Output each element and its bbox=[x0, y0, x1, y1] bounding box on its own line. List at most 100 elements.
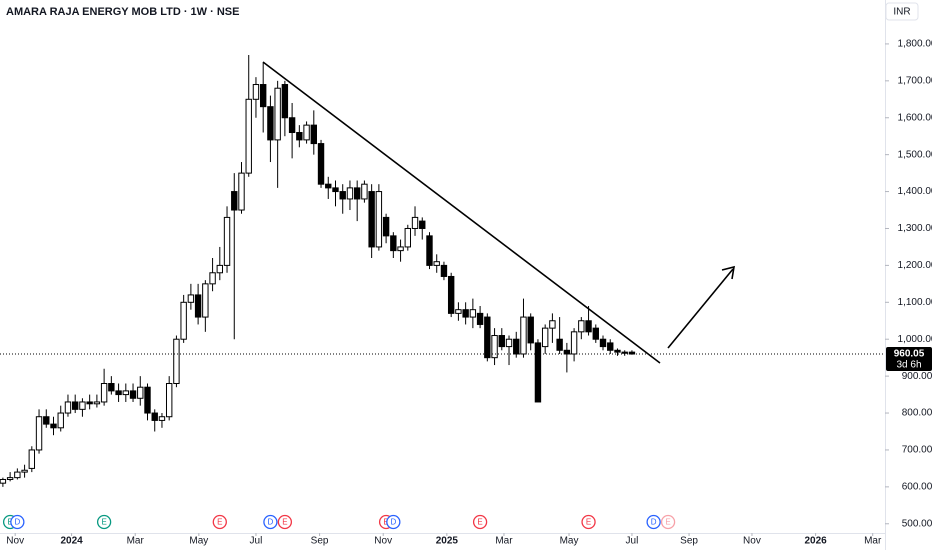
candle-body bbox=[100, 383, 108, 403]
event-label[interactable]: E bbox=[101, 518, 106, 527]
candle-body bbox=[64, 401, 72, 414]
event-marker[interactable]: E bbox=[212, 514, 227, 530]
event-badge[interactable] bbox=[96, 514, 112, 530]
event-badge[interactable] bbox=[10, 514, 25, 530]
event-badge[interactable] bbox=[660, 514, 676, 530]
event-label[interactable]: E bbox=[282, 518, 287, 527]
candle-body bbox=[79, 401, 86, 410]
event-marker[interactable]: E bbox=[472, 514, 488, 530]
event-label[interactable]: D bbox=[268, 518, 274, 527]
y-tick-label: 700.00 bbox=[902, 445, 932, 456]
event-label[interactable]: E bbox=[586, 518, 591, 527]
countdown-label: 3d 6h bbox=[896, 360, 921, 371]
event-marker[interactable]: E bbox=[581, 514, 596, 530]
event-marker[interactable]: E bbox=[660, 514, 676, 530]
candle bbox=[303, 121, 310, 144]
candle-body bbox=[274, 87, 281, 141]
x-tick-label: Mar bbox=[864, 536, 882, 547]
candle bbox=[368, 184, 375, 259]
candle-body bbox=[28, 449, 36, 469]
candle-body bbox=[505, 338, 513, 348]
event-marker[interactable]: D bbox=[263, 514, 278, 530]
event-badge[interactable] bbox=[277, 514, 293, 530]
candle-body bbox=[180, 301, 187, 340]
event-marker[interactable]: E bbox=[277, 514, 293, 530]
candle-body bbox=[563, 349, 571, 355]
event-label[interactable]: E bbox=[217, 518, 222, 527]
candle bbox=[491, 328, 498, 366]
candle-body bbox=[209, 272, 216, 285]
event-marker[interactable]: D bbox=[386, 514, 401, 530]
y-tick-label: 1,600.00 bbox=[898, 112, 932, 123]
event-marker[interactable]: E bbox=[96, 514, 112, 530]
candle bbox=[35, 409, 43, 454]
candle-body bbox=[498, 335, 505, 348]
candle bbox=[108, 376, 115, 395]
event-label[interactable]: E bbox=[665, 518, 670, 527]
candle bbox=[325, 176, 332, 199]
event-label[interactable]: E bbox=[383, 518, 388, 527]
x-tick-label: May bbox=[560, 536, 579, 547]
candle-body bbox=[165, 383, 173, 418]
candle-body bbox=[43, 416, 50, 425]
candle bbox=[570, 328, 578, 362]
candle-body bbox=[361, 183, 368, 200]
candle-body bbox=[469, 309, 477, 318]
event-marker[interactable]: D bbox=[646, 514, 661, 530]
candle-body bbox=[476, 312, 484, 325]
candle-body bbox=[527, 316, 534, 344]
y-tick-label: 500.00 bbox=[902, 518, 932, 529]
candle-body bbox=[50, 423, 57, 429]
candle bbox=[585, 305, 592, 336]
candle-body bbox=[549, 320, 556, 329]
candle-body bbox=[158, 416, 166, 421]
candle bbox=[223, 206, 231, 273]
candle-body bbox=[93, 401, 101, 405]
currency-label[interactable]: INR bbox=[893, 7, 910, 18]
event-label[interactable]: D bbox=[14, 518, 20, 527]
event-marker[interactable]: D bbox=[10, 514, 25, 530]
event-badge[interactable] bbox=[386, 514, 401, 530]
event-badge[interactable] bbox=[472, 514, 488, 530]
candle-body bbox=[0, 478, 7, 484]
candle bbox=[274, 80, 281, 188]
candle bbox=[115, 383, 122, 402]
event-badge[interactable] bbox=[212, 514, 227, 530]
event-label[interactable]: D bbox=[651, 518, 657, 527]
candle bbox=[202, 280, 209, 332]
candle-body bbox=[296, 132, 303, 141]
x-tick-label: Nov bbox=[6, 536, 24, 547]
candle bbox=[404, 224, 411, 251]
candle bbox=[361, 180, 368, 203]
candle-body bbox=[426, 235, 433, 266]
candle-body bbox=[252, 84, 260, 100]
event-label[interactable]: D bbox=[390, 518, 396, 527]
event-label[interactable]: E bbox=[7, 518, 12, 527]
candle bbox=[43, 409, 50, 428]
x-tick-label: Jul bbox=[626, 536, 639, 547]
candle-body bbox=[614, 349, 621, 353]
event-badge[interactable] bbox=[581, 514, 596, 530]
candle bbox=[238, 162, 245, 214]
currency-button[interactable] bbox=[885, 2, 919, 21]
y-tick-label: 1,700.00 bbox=[898, 75, 932, 86]
event-label[interactable]: E bbox=[477, 518, 482, 527]
candle-body bbox=[187, 294, 195, 303]
candle bbox=[137, 376, 144, 406]
candle-body bbox=[534, 342, 542, 403]
candle bbox=[411, 206, 419, 236]
x-tick-label: Sep bbox=[680, 536, 698, 547]
candle-body bbox=[216, 264, 224, 274]
candle-body bbox=[491, 335, 498, 359]
event-badge[interactable] bbox=[263, 514, 278, 530]
candle-body bbox=[484, 316, 491, 359]
candle-body bbox=[303, 124, 310, 141]
candle bbox=[599, 335, 607, 351]
candle bbox=[194, 283, 202, 325]
candle bbox=[549, 313, 556, 343]
candle bbox=[484, 313, 491, 362]
event-badge[interactable] bbox=[646, 514, 661, 530]
candle-body bbox=[419, 220, 426, 229]
candle bbox=[71, 394, 79, 414]
